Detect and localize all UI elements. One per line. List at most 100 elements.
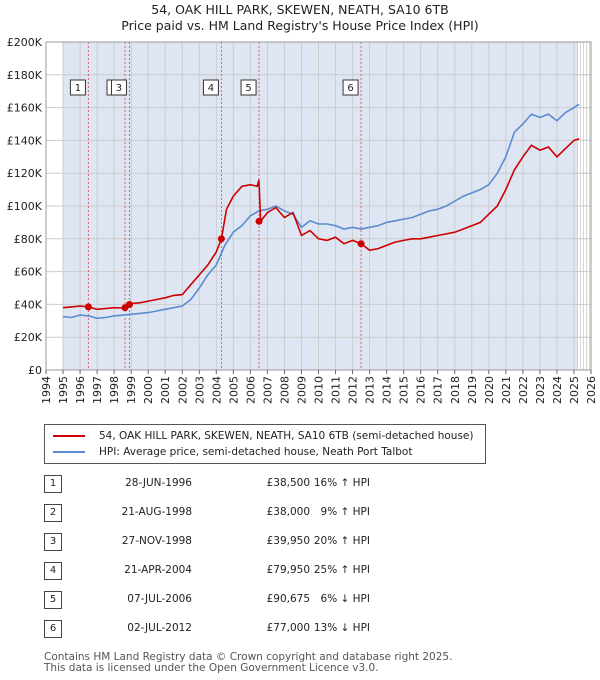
x-tick-label: 2026 <box>585 376 598 404</box>
sale-price: £79,950 <box>266 564 310 576</box>
sale-price: £90,675 <box>266 593 310 605</box>
legend-label-hpi: HPI: Average price, semi-detached house,… <box>99 446 413 458</box>
x-tick-label: 2012 <box>347 376 360 404</box>
x-tick-label: 1999 <box>125 376 138 404</box>
future-hatch <box>577 42 590 370</box>
sale-number: 6 <box>44 620 62 638</box>
legend-item-hpi: HPI: Average price, semi-detached house,… <box>53 444 412 460</box>
x-tick-label: 2003 <box>193 376 206 404</box>
transaction-label-box <box>240 79 257 96</box>
sale-hpi-diff: 25% ↑ HPI <box>313 564 370 576</box>
table-row: 6 02-JUL-2012 £77,000 13% ↓ HPI <box>44 616 464 640</box>
hpi-series-line <box>62 103 580 320</box>
table-row: 5 07-JUL-2006 £90,675 6% ↓ HPI <box>44 587 464 611</box>
footer-line-1: Contains HM Land Registry data © Crown c… <box>44 651 453 663</box>
sale-price: £38,000 <box>266 506 310 518</box>
x-tick-label: 2000 <box>142 376 155 404</box>
transaction-label-box <box>69 79 86 96</box>
transaction-point <box>255 217 263 225</box>
transaction-label: 1 <box>75 83 81 94</box>
legend-swatch-property <box>53 435 85 437</box>
transaction-point <box>125 300 133 308</box>
sale-date: 21-AUG-1998 <box>121 506 192 518</box>
y-tick-label: £120K <box>7 167 43 180</box>
x-tick-label: 2008 <box>278 376 291 404</box>
x-tick-label: 2002 <box>176 376 189 404</box>
x-tick-label: 2001 <box>159 376 172 404</box>
title-line-1: 54, OAK HILL PARK, SKEWEN, NEATH, SA10 6… <box>151 2 449 17</box>
sale-number: 3 <box>44 533 62 551</box>
sale-date: 27-NOV-1998 <box>121 535 192 547</box>
sale-price: £38,500 <box>266 477 310 489</box>
x-tick-label: 2009 <box>295 376 308 404</box>
x-tick-label: 1998 <box>108 376 121 404</box>
price-chart: 123456£0£20K£40K£60K£80K£100K£120K£140K£… <box>7 36 598 404</box>
y-tick-label: £20K <box>14 331 43 344</box>
x-tick-label: 2020 <box>483 376 496 404</box>
x-tick-label: 2016 <box>415 376 428 404</box>
y-tick-label: £0 <box>28 364 42 377</box>
table-row: 1 28-JUN-1996 £38,500 16% ↑ HPI <box>44 471 464 495</box>
title-line-2: Price paid vs. HM Land Registry's House … <box>121 18 479 33</box>
sale-number: 1 <box>44 475 62 493</box>
x-tick-label: 1995 <box>57 376 70 404</box>
table-row: 3 27-NOV-1998 £39,950 20% ↑ HPI <box>44 529 464 553</box>
sale-price: £39,950 <box>266 535 310 547</box>
x-tick-label: 2023 <box>534 376 547 404</box>
x-tick-label: 2004 <box>210 376 223 404</box>
sale-price: £77,000 <box>266 622 310 634</box>
legend: 54, OAK HILL PARK, SKEWEN, NEATH, SA10 6… <box>44 424 486 464</box>
legend-item-property: 54, OAK HILL PARK, SKEWEN, NEATH, SA10 6… <box>53 428 474 444</box>
x-tick-label: 1994 <box>40 376 53 404</box>
y-tick-label: £60K <box>14 266 43 279</box>
transaction-label: 3 <box>116 83 122 94</box>
x-tick-label: 2019 <box>466 376 479 404</box>
sale-date: 28-JUN-1996 <box>125 477 192 489</box>
table-row: 2 21-AUG-1998 £38,000 9% ↑ HPI <box>44 500 464 524</box>
x-tick-label: 2024 <box>551 376 564 404</box>
x-tick-label: 2006 <box>244 376 257 404</box>
transaction-point <box>217 235 225 243</box>
sale-date: 21-APR-2004 <box>124 564 192 576</box>
transaction-label: 4 <box>208 83 214 94</box>
x-tick-label: 1997 <box>91 376 104 404</box>
y-tick-label: £180K <box>7 69 43 82</box>
y-tick-label: £100K <box>7 200 43 213</box>
transaction-point <box>357 240 365 248</box>
y-tick-label: £160K <box>7 102 43 115</box>
x-tick-label: 2010 <box>313 376 326 404</box>
x-tick-label: 2011 <box>330 376 343 404</box>
legend-label-property: 54, OAK HILL PARK, SKEWEN, NEATH, SA10 6… <box>99 430 474 442</box>
x-tick-label: 2025 <box>568 376 581 404</box>
x-tick-label: 2005 <box>227 376 240 404</box>
y-tick-label: £80K <box>14 233 43 246</box>
x-tick-label: 2013 <box>364 376 377 404</box>
sale-number: 2 <box>44 504 62 522</box>
sale-number: 5 <box>44 591 62 609</box>
y-tick-label: £140K <box>7 134 43 147</box>
x-tick-label: 2015 <box>398 376 411 404</box>
sale-date: 02-JUL-2012 <box>127 622 192 634</box>
table-row: 4 21-APR-2004 £79,950 25% ↑ HPI <box>44 558 464 582</box>
x-tick-label: 2007 <box>261 376 274 404</box>
sale-hpi-diff: 9% ↑ HPI <box>320 506 370 518</box>
transaction-label-box <box>202 79 219 96</box>
property-series-line <box>62 138 580 311</box>
sale-number: 4 <box>44 562 62 580</box>
x-tick-label: 1996 <box>74 376 87 404</box>
transaction-label: 6 <box>347 83 353 94</box>
transaction-point <box>84 303 92 311</box>
x-tick-label: 2018 <box>449 376 462 404</box>
sale-hpi-diff: 13% ↓ HPI <box>313 622 370 634</box>
y-tick-label: £40K <box>14 298 43 311</box>
transaction-label-box <box>110 79 127 96</box>
sale-hpi-diff: 20% ↑ HPI <box>313 535 370 547</box>
footer-attribution: Contains HM Land Registry data © Crown c… <box>44 652 452 674</box>
x-tick-label: 2021 <box>500 376 513 404</box>
sale-hpi-diff: 16% ↑ HPI <box>313 477 370 489</box>
x-tick-label: 2022 <box>517 376 530 404</box>
sale-hpi-diff: 6% ↓ HPI <box>320 593 370 605</box>
transaction-label: 5 <box>245 83 251 94</box>
footer-line-2: This data is licensed under the Open Gov… <box>44 662 379 674</box>
legend-swatch-hpi <box>53 451 85 453</box>
